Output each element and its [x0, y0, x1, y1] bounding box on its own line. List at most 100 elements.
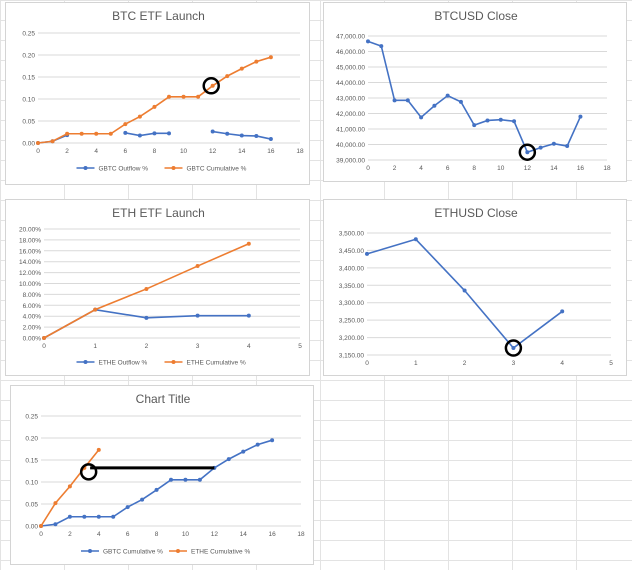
data-point-ethe-cumulative	[96, 447, 101, 452]
data-point-ethe-outflow	[144, 315, 149, 320]
y-tick-label: 42,000.00	[336, 111, 365, 118]
chart-title: Chart Title	[136, 392, 191, 406]
y-tick-label: 0.10	[22, 97, 35, 104]
y-tick-label: 6.00%	[23, 303, 42, 310]
data-point-gbtc-cumulative	[169, 477, 173, 482]
data-point-ethe-cumulative	[42, 336, 46, 340]
x-tick-label: 8	[155, 531, 159, 538]
x-tick-label: 6	[446, 165, 450, 172]
chart-btcusd-close[interactable]: BTCUSD Close 39,000.00 40,000.00 41,000.00 4…	[323, 2, 627, 182]
data-point-gbtc-cumulative	[82, 514, 87, 519]
data-point-gbtc-cumulative	[241, 449, 246, 454]
data-point-btcusd-close	[512, 119, 517, 124]
legend-marker	[171, 166, 176, 170]
chart-title: BTC ETF Launch	[112, 9, 205, 23]
data-point-btcusd-close	[445, 93, 450, 98]
x-tick-label: 16	[267, 148, 275, 155]
data-point-btcusd-close	[405, 98, 410, 103]
chart-svg: Chart Title 0.00 0.05 0.10 0.15 0.20 0.25 0 2 4 6 8…	[25, 392, 305, 556]
x-tick-label: 14	[238, 148, 246, 155]
x-tick-label: 5	[609, 360, 613, 367]
data-point-ethusd-close	[462, 288, 467, 293]
data-point-gbtc-cumulative	[210, 83, 215, 88]
y-tick-label: 10.00%	[19, 281, 41, 288]
data-point-gbtc-outflow	[137, 133, 142, 138]
y-tick-label: 3,300.00	[339, 300, 365, 307]
highlight-circle	[504, 339, 523, 357]
data-point-gbtc-outflow	[268, 137, 273, 142]
x-tick-label: 4	[97, 531, 101, 538]
data-point-btcusd-close	[538, 145, 543, 150]
y-tick-label: 0.20	[25, 436, 38, 443]
chart-title: ETH ETF Launch	[112, 206, 205, 220]
x-tick-label: 12	[211, 531, 219, 538]
x-tick-label: 14	[240, 531, 248, 538]
y-tick-label: 0.25	[22, 31, 35, 38]
y-tick-label: 4.00%	[23, 314, 42, 321]
data-point-gbtc-cumulative	[108, 131, 113, 136]
data-point-gbtc-outflow	[152, 131, 157, 136]
x-tick-label: 14	[550, 165, 558, 172]
data-point-gbtc-cumulative	[154, 487, 159, 492]
highlight-circle	[79, 463, 98, 481]
legend-marker	[83, 360, 88, 364]
data-point-btcusd-close	[432, 103, 437, 108]
y-tick-label: 3,500.00	[339, 231, 365, 238]
x-tick-label: 1	[93, 343, 97, 350]
data-point-btcusd-close	[458, 99, 463, 104]
y-tick-label: 0.10	[25, 480, 38, 487]
chart-btc-etf-launch[interactable]: BTC ETF Launch 0.00 0.05 0.10 0.15 0.20 0.25 0 2…	[5, 2, 310, 185]
x-tick-label: 6	[126, 531, 130, 538]
data-point-gbtc-cumulative	[53, 522, 58, 527]
x-tick-label: 12	[524, 165, 532, 172]
chart-svg: ETHUSD Close 3,150.00 3,200.00 3,250.00 3,30…	[339, 206, 614, 367]
x-tick-label: 0	[36, 148, 40, 155]
x-tick-label: 10	[182, 531, 190, 538]
y-tick-label: 2.00%	[23, 325, 42, 332]
x-tick-label: 18	[296, 148, 304, 155]
chart-svg: BTC ETF Launch 0.00 0.05 0.10 0.15 0.20 0.25 0 2…	[22, 9, 304, 173]
x-tick-label: 4	[94, 148, 98, 155]
x-tick-label: 1	[414, 360, 418, 367]
legend-marker	[171, 360, 176, 364]
data-point-ethe-cumulative	[195, 264, 200, 269]
data-point-gbtc-cumulative	[111, 514, 116, 519]
legend-label: ETHE Cumulative %	[191, 549, 250, 556]
y-tick-label: 0.15	[22, 75, 35, 82]
data-point-gbtc-cumulative	[183, 477, 188, 482]
data-point-gbtc-cumulative	[196, 94, 201, 99]
y-tick-label: 3,200.00	[339, 335, 365, 342]
data-point-gbtc-cumulative	[197, 477, 202, 482]
y-tick-label: 0.00%	[23, 336, 42, 343]
series-line-ethe-outflow	[43, 308, 249, 339]
chart-ethusd-close[interactable]: ETHUSD Close 3,150.00 3,200.00 3,250.00 3,30…	[323, 199, 627, 376]
data-point-btcusd-close	[472, 123, 477, 128]
y-tick-label: 45,000.00	[336, 65, 365, 72]
x-tick-label: 5	[298, 343, 302, 350]
y-tick-label: 0.00	[25, 524, 38, 531]
data-point-gbtc-outflow	[239, 133, 244, 138]
x-tick-label: 2	[68, 531, 72, 538]
chart-combined-cumulative[interactable]: Chart Title 0.00 0.05 0.10 0.15 0.20 0.25 0 2 4 6 8…	[10, 385, 314, 565]
data-point-gbtc-cumulative	[123, 122, 128, 127]
x-tick-label: 0	[365, 360, 369, 367]
x-tick-label: 0	[39, 531, 43, 538]
data-point-btcusd-close	[366, 39, 370, 44]
data-point-gbtc-cumulative	[270, 438, 275, 443]
y-tick-label: 43,000.00	[336, 96, 365, 103]
legend-label: GBTC Cumulative %	[187, 166, 247, 173]
highlight-circle	[518, 143, 537, 161]
series-line-gbtc-outflow	[125, 132, 169, 137]
y-tick-label: 3,250.00	[339, 318, 365, 325]
series-line-gbtc-cumulative	[37, 56, 272, 144]
chart-eth-etf-launch[interactable]: ETH ETF Launch 0.00% 2.00% 4.00% 6.00% 8.00% 1…	[5, 199, 310, 376]
series-line-gbtc-cumulative	[40, 439, 273, 527]
x-tick-label: 12	[209, 148, 217, 155]
data-point-btcusd-close	[392, 98, 397, 103]
data-point-ethe-cumulative	[67, 484, 72, 489]
x-tick-label: 8	[153, 148, 157, 155]
data-point-gbtc-cumulative	[79, 131, 84, 136]
data-point-btcusd-close	[565, 144, 570, 149]
data-point-gbtc-cumulative	[94, 131, 99, 136]
x-tick-label: 6	[124, 148, 128, 155]
